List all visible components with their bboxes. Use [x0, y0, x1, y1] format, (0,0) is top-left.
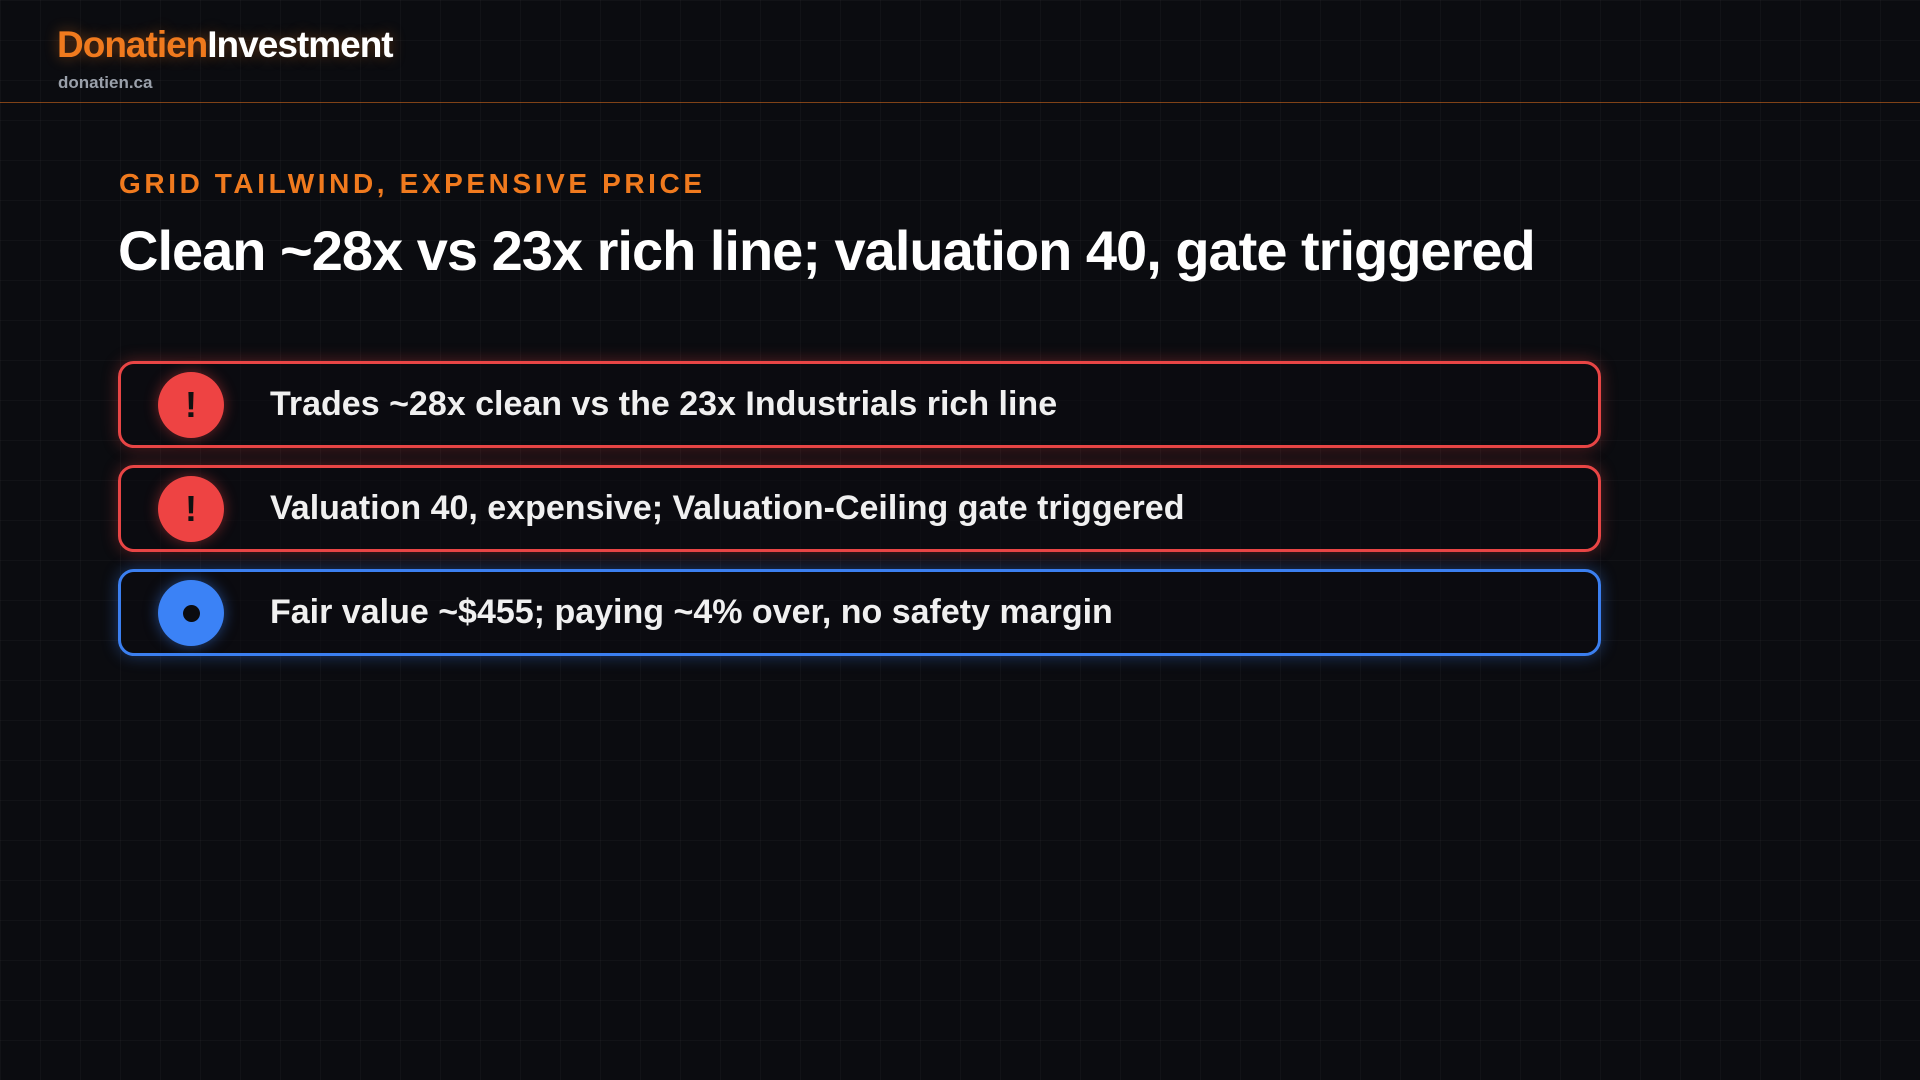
points-list: ! Trades ~28x clean vs the 23x Industria… — [118, 361, 1601, 673]
exclamation-icon: ! — [158, 372, 224, 438]
brand-secondary: Investment — [207, 24, 393, 65]
point-card: Fair value ~$455; paying ~4% over, no sa… — [118, 569, 1601, 656]
brand-logo: DonatienInvestment — [57, 22, 394, 68]
brand-domain: donatien.ca — [58, 73, 153, 92]
badge-glyph: ! — [185, 384, 197, 425]
dot-glyph — [182, 604, 200, 622]
slide-kicker: GRID TAILWIND, EXPENSIVE PRICE — [119, 168, 706, 199]
point-text: Fair value ~$455; paying ~4% over, no sa… — [270, 593, 1113, 631]
badge-glyph: ! — [185, 488, 197, 529]
exclamation-icon: ! — [158, 476, 224, 542]
slide-title: Clean ~28x vs 23x rich line; valuation 4… — [118, 219, 1536, 282]
point-text: Valuation 40, expensive; Valuation-Ceili… — [270, 489, 1185, 527]
dot-icon — [158, 580, 224, 646]
brand-primary: Donatien — [57, 24, 208, 65]
point-card: ! Valuation 40, expensive; Valuation-Cei… — [118, 465, 1601, 552]
point-text: Trades ~28x clean vs the 23x Industrials… — [270, 385, 1058, 423]
point-card: ! Trades ~28x clean vs the 23x Industria… — [118, 361, 1601, 448]
header-bar: DonatienInvestment donatien.ca — [0, 0, 1920, 103]
